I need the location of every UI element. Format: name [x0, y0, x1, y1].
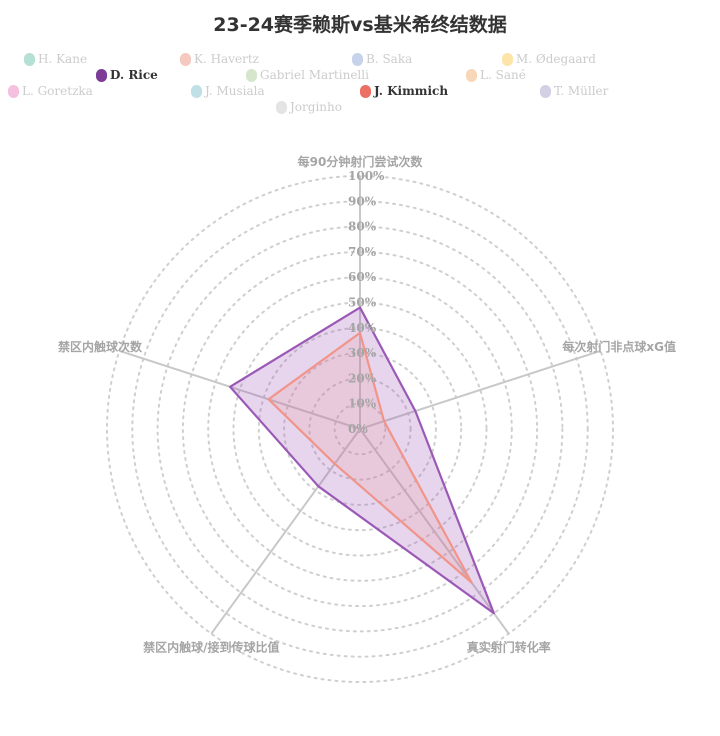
legend-item-t-m-ller[interactable]: T. Müller [540, 84, 608, 98]
legend-item-h-kane[interactable]: H. Kane [24, 52, 87, 66]
tick-label: 60% [348, 270, 377, 284]
tick-label: 40% [348, 321, 377, 335]
legend-label: Jorginho [290, 100, 342, 114]
legend-label: H. Kane [38, 52, 88, 66]
legend-label: B. Saka [366, 52, 413, 66]
legend-label: J. Musiala [205, 84, 265, 98]
legend-swatch [191, 84, 202, 98]
indicator-label: 真实射门转化率 [467, 640, 551, 655]
indicator-label: 禁区内触球次数 [58, 339, 143, 354]
legend-item-b-saka[interactable]: B. Saka [352, 52, 412, 66]
legend-item-k-havertz[interactable]: K. Havertz [180, 52, 259, 66]
axis-line [359, 428, 510, 635]
legend-label: T. Müller [554, 84, 609, 98]
legend-item-l-san[interactable]: L. Sané [466, 68, 526, 82]
legend-item-j-kimmich[interactable]: J. Kimmich [360, 84, 448, 98]
axis-line [359, 349, 601, 430]
legend-swatch [276, 100, 287, 114]
legend-item-j-musiala[interactable]: J. Musiala [191, 84, 265, 98]
indicator-label: 每次射门非点球xG值 [562, 339, 676, 354]
indicator-label: 每90分钟射门尝试次数 [298, 154, 424, 169]
legend-swatch [8, 84, 19, 98]
series-d-rice[interactable] [228, 306, 495, 615]
legend: H. Kane K. Havertz B. Saka M. Ødegaard D. Ri… [8, 48, 700, 120]
indicator-label: 禁区内触球/接到传球比值 [143, 640, 279, 655]
legend-swatch [466, 68, 477, 82]
tick-label: 20% [348, 371, 377, 385]
chart-title: 23-24赛季赖斯vs基米希终结数据 [213, 14, 507, 36]
legend-label: L. Goretzka [22, 84, 93, 98]
series-j-kimmich[interactable] [267, 331, 473, 584]
tick-label: 0% [348, 422, 368, 436]
tick-label: 30% [348, 346, 377, 360]
legend-swatch [96, 68, 107, 82]
legend-label: K. Havertz [194, 52, 259, 66]
tick-label: 10% [348, 397, 377, 411]
tick-label: 50% [348, 296, 377, 310]
legend-swatch [180, 52, 191, 66]
legend-label: D. Rice [110, 68, 158, 82]
legend-swatch [24, 52, 35, 66]
legend-label: M. Ødegaard [516, 52, 596, 66]
tick-label: 90% [348, 194, 377, 208]
legend-label: L. Sané [480, 68, 526, 82]
legend-item-l-goretzka[interactable]: L. Goretzka [8, 84, 93, 98]
legend-swatch [352, 52, 363, 66]
legend-label: Gabriel Martinelli [260, 68, 369, 82]
legend-item-gabriel-martinelli[interactable]: Gabriel Martinelli [246, 68, 369, 82]
legend-item-jorginho[interactable]: Jorginho [276, 100, 342, 114]
radar-series [228, 306, 495, 615]
tick-label: 70% [348, 245, 377, 259]
legend-swatch [360, 84, 371, 98]
radar-ticks: 0% 10% 20% 30% 40% 50% 60% 70% 80% 90% 100% [348, 169, 385, 436]
legend-swatch [540, 84, 551, 98]
legend-label: J. Kimmich [374, 84, 449, 98]
legend-item-d-rice[interactable]: D. Rice [96, 68, 158, 82]
legend-swatch [502, 52, 513, 66]
tick-label: 80% [348, 220, 377, 234]
legend-item-m-degaard[interactable]: M. Ødegaard [502, 52, 596, 66]
axis-line [119, 349, 361, 430]
tick-label: 100% [348, 169, 385, 183]
legend-swatch [246, 68, 257, 82]
